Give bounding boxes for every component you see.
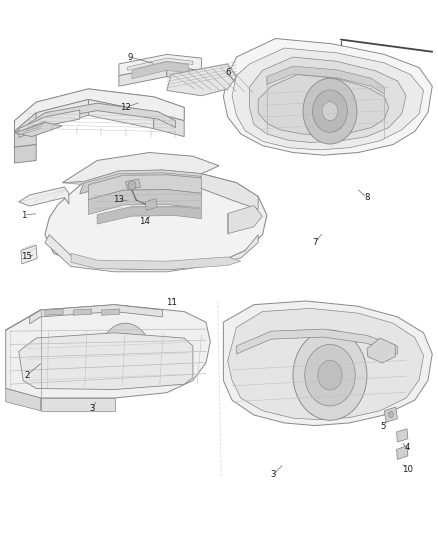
Polygon shape	[41, 398, 115, 411]
Text: 2: 2	[24, 370, 29, 379]
Circle shape	[322, 102, 338, 120]
Circle shape	[305, 344, 355, 406]
Polygon shape	[88, 100, 154, 128]
Polygon shape	[14, 89, 184, 131]
Polygon shape	[154, 113, 184, 136]
Polygon shape	[119, 54, 201, 76]
Text: 4: 4	[404, 443, 410, 453]
Polygon shape	[14, 128, 36, 147]
Polygon shape	[167, 64, 237, 96]
Polygon shape	[30, 305, 162, 324]
Polygon shape	[14, 144, 36, 163]
Text: 1: 1	[21, 211, 27, 220]
Text: 7: 7	[312, 238, 318, 247]
Polygon shape	[127, 58, 193, 70]
Circle shape	[25, 340, 61, 384]
Text: 6: 6	[225, 68, 230, 77]
Polygon shape	[237, 329, 397, 354]
Circle shape	[109, 334, 142, 374]
Polygon shape	[71, 253, 241, 270]
Polygon shape	[80, 170, 201, 194]
Polygon shape	[62, 152, 219, 183]
Circle shape	[32, 349, 53, 375]
Text: 11: 11	[166, 298, 177, 307]
Polygon shape	[21, 245, 37, 264]
Circle shape	[100, 323, 151, 385]
Polygon shape	[367, 338, 395, 363]
Polygon shape	[62, 170, 201, 184]
Polygon shape	[19, 110, 80, 138]
Polygon shape	[197, 174, 258, 209]
Text: 12: 12	[120, 103, 131, 112]
Polygon shape	[19, 333, 193, 390]
Polygon shape	[97, 206, 201, 224]
Polygon shape	[45, 170, 267, 269]
Text: 3: 3	[89, 404, 95, 413]
Polygon shape	[125, 179, 141, 190]
Text: 8: 8	[364, 193, 370, 202]
Polygon shape	[132, 62, 188, 79]
Polygon shape	[102, 309, 120, 316]
Polygon shape	[6, 389, 41, 411]
Text: 13: 13	[113, 195, 124, 204]
Polygon shape	[73, 309, 92, 316]
Circle shape	[389, 411, 393, 418]
Polygon shape	[145, 199, 157, 211]
Polygon shape	[19, 187, 69, 206]
Polygon shape	[385, 407, 397, 422]
Polygon shape	[6, 305, 210, 398]
Polygon shape	[28, 103, 176, 131]
Circle shape	[128, 181, 136, 190]
Polygon shape	[119, 67, 167, 86]
Polygon shape	[228, 309, 424, 419]
Polygon shape	[45, 235, 258, 272]
Polygon shape	[167, 67, 201, 80]
Polygon shape	[396, 429, 408, 442]
Text: 10: 10	[402, 465, 413, 473]
Circle shape	[318, 360, 342, 390]
Polygon shape	[250, 57, 406, 142]
Text: 14: 14	[139, 217, 150, 226]
Text: 5: 5	[381, 422, 386, 431]
Polygon shape	[396, 446, 408, 459]
Polygon shape	[232, 48, 424, 150]
Polygon shape	[88, 175, 201, 200]
Text: 3: 3	[270, 470, 276, 479]
Polygon shape	[14, 113, 36, 147]
Text: 15: 15	[21, 253, 32, 262]
Polygon shape	[88, 190, 201, 215]
Polygon shape	[45, 309, 63, 316]
Polygon shape	[223, 301, 432, 425]
Polygon shape	[267, 66, 385, 94]
Circle shape	[303, 78, 357, 144]
Polygon shape	[258, 75, 389, 135]
Polygon shape	[14, 89, 184, 133]
Polygon shape	[223, 38, 432, 155]
Polygon shape	[228, 206, 262, 233]
Circle shape	[313, 90, 347, 132]
Polygon shape	[36, 100, 88, 128]
Text: 9: 9	[127, 53, 132, 62]
Circle shape	[293, 330, 367, 420]
Polygon shape	[14, 122, 62, 136]
